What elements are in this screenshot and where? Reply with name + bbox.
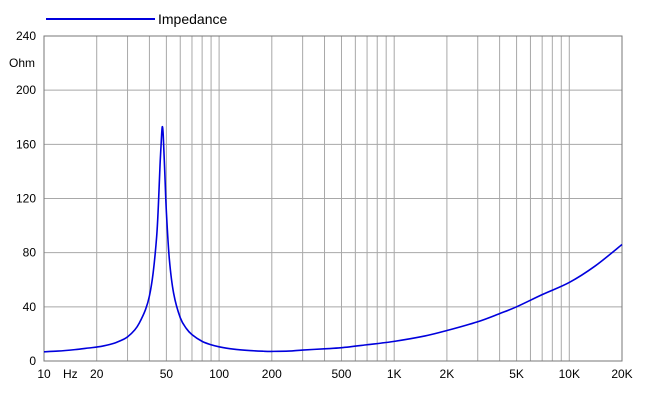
- axis-layer: 0 40 80 120 160 200 240 10 20 50 100 200 500 1K 2K 5K 10…: [16, 29, 633, 381]
- x-tick-label: 10K: [559, 367, 580, 381]
- x-tick-label: 5K: [509, 367, 524, 381]
- legend-label: Impedance: [158, 11, 227, 27]
- x-tick-label: 1K: [387, 367, 402, 381]
- series-line-impedance: [43, 125, 623, 353]
- y-tick-label: 40: [23, 300, 37, 314]
- y-tick-label: 80: [23, 246, 37, 260]
- x-tick-label: 100: [209, 367, 229, 381]
- y-tick-label: 0: [29, 354, 36, 368]
- legend: Impedance: [46, 11, 227, 27]
- x-tick-label: 2K: [440, 367, 455, 381]
- x-tick-label: 200: [262, 367, 282, 381]
- grid-layer: [43, 35, 623, 362]
- series-layer: [43, 125, 623, 353]
- x-tick-label: 20K: [611, 367, 632, 381]
- x-tick-label: 500: [331, 367, 351, 381]
- x-tick-label: 10: [37, 367, 51, 381]
- y-axis-label: Ohm: [9, 56, 35, 70]
- y-tick-label: 240: [16, 29, 36, 43]
- x-tick-label: 50: [160, 367, 174, 381]
- y-tick-label: 120: [16, 192, 36, 206]
- x-tick-label: 20: [90, 367, 104, 381]
- y-tick-label: 160: [16, 137, 36, 151]
- plot-frame: [43, 35, 623, 362]
- y-tick-label: 200: [16, 83, 36, 97]
- x-axis-label: Hz: [63, 367, 78, 381]
